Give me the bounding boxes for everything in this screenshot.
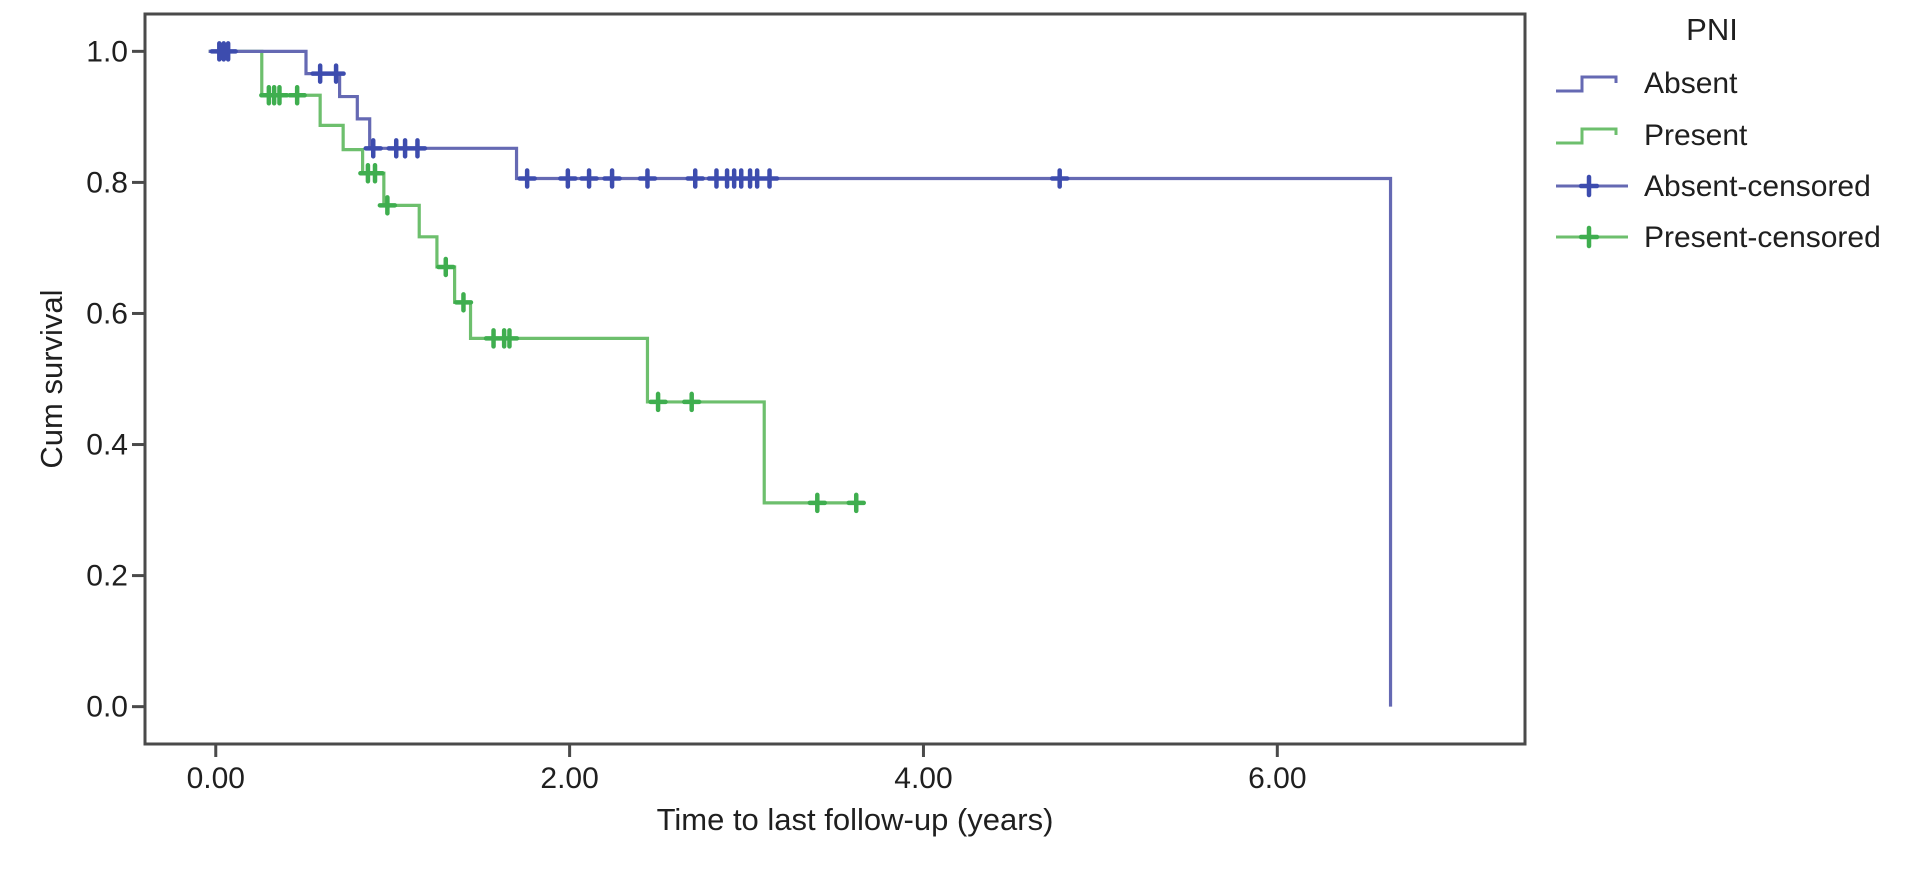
- y-tick-label: 0.0: [86, 691, 128, 724]
- legend-swatch-present-censored-plus-icon: [1578, 225, 1600, 249]
- x-axis-title: Time to last follow-up (years): [657, 802, 1054, 837]
- survival-curve-present: [208, 49, 866, 505]
- x-tick-label: 6.00: [1248, 762, 1306, 795]
- y-axis-title: Cum survival: [34, 289, 69, 468]
- x-tick-label: 4.00: [894, 762, 952, 795]
- plot-frame: [143, 12, 1527, 746]
- legend-title: PNI: [1686, 12, 1738, 47]
- censor-marks-absent: [209, 41, 1070, 189]
- y-tick-label: 0.6: [86, 297, 128, 330]
- legend-label-absent: Absent: [1644, 67, 1738, 100]
- legend-swatch-absent-line-icon: [1556, 75, 1618, 93]
- survival-curve-absent: [208, 49, 1393, 707]
- y-tick-label: 0.8: [86, 166, 128, 199]
- legend-swatch-present-line-icon: [1556, 127, 1618, 145]
- y-tick-label: 0.4: [86, 429, 128, 462]
- chart-content: 0.00 2.00 4.00 6.00 0.0 0.2 0.4 0.6 0.8 1.0 Absent…: [86, 12, 1881, 795]
- legend-label-present-censored: Present-censored: [1644, 221, 1881, 254]
- y-tick-label: 0.2: [86, 560, 128, 593]
- x-tick-label: 0.00: [187, 762, 245, 795]
- x-tick-label: 2.00: [540, 762, 598, 795]
- y-tick-label: 1.0: [86, 35, 128, 68]
- legend-swatch-absent-censored-plus-icon: [1578, 174, 1600, 198]
- legend-label-absent-censored: Absent-censored: [1644, 170, 1871, 203]
- legend-label-present: Present: [1644, 119, 1748, 152]
- censor-marks-present: [259, 85, 866, 514]
